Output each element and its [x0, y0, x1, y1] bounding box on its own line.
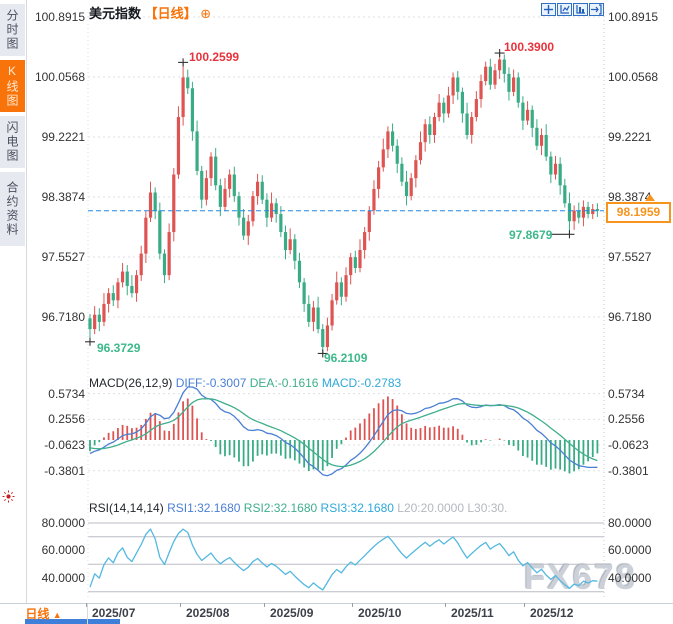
x-axis-label: 2025/10 [358, 606, 402, 620]
low-annotation-sep: 96.2109 [324, 351, 368, 365]
horizontal-scrollbar[interactable] [25, 619, 120, 624]
x-axis-tick [180, 603, 181, 607]
sidebar-tab-label: K线图 [5, 64, 19, 108]
x-axis-label: 2025/09 [270, 606, 314, 620]
sidebar-tab-contract-info[interactable]: 合约资料 [0, 172, 25, 246]
rsi-axis-label: 60.0000 [608, 543, 652, 557]
low-annotation-dec: 97.8679 [509, 228, 553, 242]
macd-axis-label: 0.5734 [608, 387, 645, 401]
rsi-header: RSI(14,14,14) RSI1:32.1680 RSI2:32.1680 … [89, 501, 507, 515]
x-axis-scale-icon[interactable] [573, 3, 588, 16]
rsi-axis-label: 80.0000 [41, 516, 85, 530]
rsi1-value: RSI1:32.1680 [167, 501, 241, 515]
sidebar-divider [26, 0, 27, 624]
sidebar-tab-label: 分时图 [5, 9, 19, 51]
rsi-name[interactable]: RSI(14,14,14) [89, 501, 164, 515]
rsi-axis-label: 40.0000 [41, 571, 85, 585]
triangle-up-icon: ▲ [52, 610, 62, 620]
sun-icon[interactable] [2, 490, 15, 506]
x-axis-label: 2025/07 [92, 606, 136, 620]
sidebar-tab-time-chart[interactable]: 分时图 [0, 4, 25, 56]
price-arrow-icon [645, 194, 655, 201]
macd-dea-value: DEA:-0.1616 [249, 376, 319, 390]
macd-axis-label: 0.2556 [608, 412, 645, 426]
current-price-box[interactable]: 98.1959 [606, 202, 671, 223]
x-axis-label: 2025/08 [186, 606, 230, 620]
rsi-l20-value: L20:20.0000 [397, 501, 464, 515]
y-axis-label: 97.5527 [608, 250, 652, 264]
sidebar-tab-label: 合约资料 [5, 181, 19, 237]
x-axis-label: 2025/12 [530, 606, 574, 620]
y-axis-label: 97.5527 [41, 250, 85, 264]
macd-name[interactable]: MACD(26,12,9) [89, 376, 173, 390]
y-axis-label: 96.7180 [41, 310, 85, 324]
rsi-axis-label: 40.0000 [608, 571, 652, 585]
x-axis-tick [445, 603, 446, 607]
chart-title: 美元指数 【日线】 ⊕ [89, 3, 211, 22]
rsi-axis-label: 60.0000 [41, 543, 85, 557]
high-annotation-nov: 100.3900 [504, 40, 555, 54]
macd-axis-label: 0.2556 [48, 412, 85, 426]
period-tab-label: 日线 [25, 607, 50, 621]
x-axis-bar [0, 603, 673, 624]
y-axis-label: 98.3874 [608, 190, 652, 204]
y-axis-scale-icon[interactable] [557, 3, 572, 16]
low-annotation-jul: 96.3729 [97, 341, 141, 355]
sidebar-tab-label: 闪电图 [5, 121, 19, 163]
period-label: 【日线】 [144, 6, 197, 21]
macd-axis-label: -0.0623 [44, 438, 85, 452]
x-axis-label: 2025/11 [451, 606, 494, 620]
x-axis-tick [264, 603, 265, 607]
macd-axis-label: 0.5734 [48, 387, 85, 401]
add-indicator-icon[interactable]: ⊕ [200, 6, 212, 21]
x-axis-tick [524, 603, 525, 607]
symbol-name: 美元指数 [89, 6, 142, 21]
sidebar-tab-lightning-chart[interactable]: 闪电图 [0, 116, 25, 168]
y-axis-label: 100.0568 [608, 70, 659, 84]
macd-axis-label: -0.0623 [608, 438, 649, 452]
period-tab-daily[interactable]: 日线 ▲ [0, 604, 88, 624]
y-axis-label: 99.2221 [41, 130, 85, 144]
y-axis-label: 99.2221 [608, 130, 652, 144]
y-axis-label: 100.0568 [34, 70, 85, 84]
x-axis-tick [352, 603, 353, 607]
high-annotation-jul: 100.2599 [189, 50, 240, 64]
x-axis-tick [86, 603, 87, 607]
rsi3-value: RSI3:32.1680 [320, 501, 394, 515]
macd-diff-value: DIFF:-0.3007 [175, 376, 247, 390]
exit-chart-icon[interactable] [589, 3, 604, 16]
y-axis-label: 100.8915 [608, 10, 659, 24]
y-axis-label: 100.8915 [34, 10, 85, 24]
macd-macd-value: MACD:-0.2783 [321, 376, 402, 390]
y-axis-label: 96.7180 [608, 310, 652, 324]
sidebar-tab-kline-chart[interactable]: K线图 [0, 60, 25, 112]
rsi-axis-label: 80.0000 [608, 516, 652, 530]
macd-axis-label: -0.3801 [608, 464, 649, 478]
crosshair-move-icon[interactable] [541, 3, 556, 16]
macd-axis-label: -0.3801 [44, 464, 85, 478]
rsi-l30-value: L30:30. [467, 501, 508, 515]
macd-header: MACD(26,12,9) DIFF:-0.3007 DEA:-0.1616 M… [89, 376, 401, 390]
y-axis-label: 98.3874 [41, 190, 85, 204]
rsi2-value: RSI2:32.1680 [243, 501, 318, 515]
